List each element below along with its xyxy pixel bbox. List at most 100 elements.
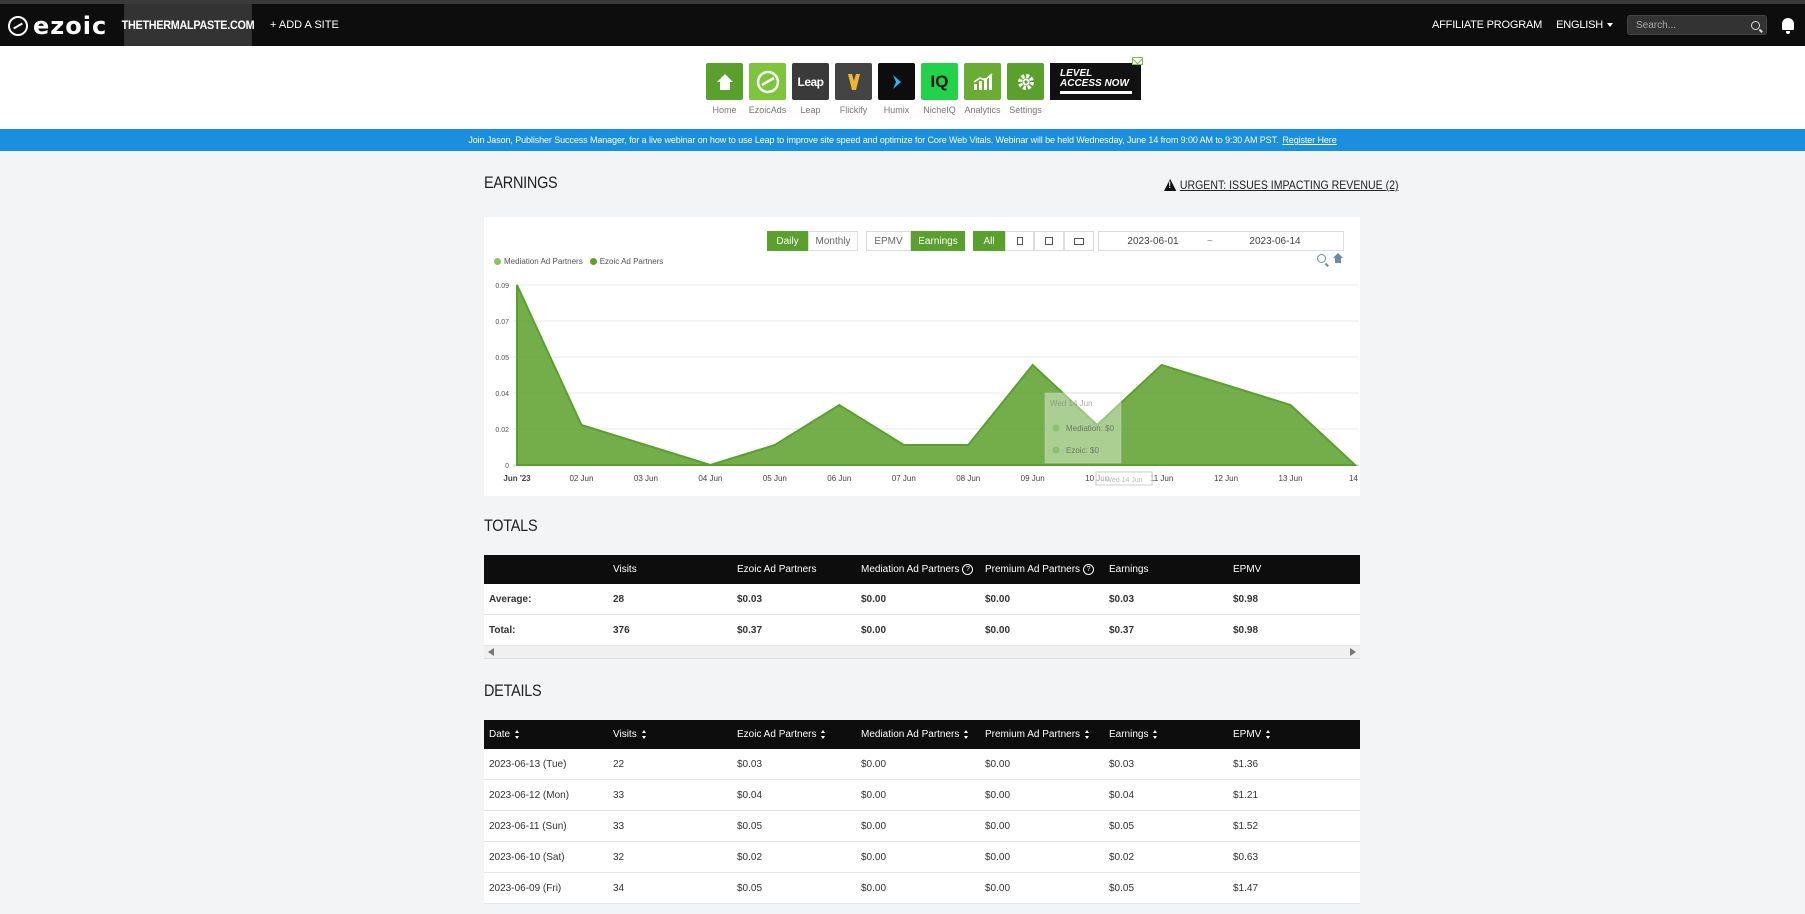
help-icon[interactable]: ? (962, 563, 974, 575)
app-home[interactable]: Home (703, 63, 746, 115)
app-label: Leap (800, 105, 821, 115)
app-settings[interactable]: Settings (1004, 63, 1047, 115)
search-icon[interactable] (1751, 20, 1760, 30)
mobile-button[interactable] (1005, 231, 1034, 251)
ezoic-logo[interactable]: ezoic (8, 12, 107, 40)
series-area-1[interactable] (516, 284, 1358, 467)
search-input[interactable]: Search... (1627, 15, 1767, 35)
epmv-button[interactable]: EPMV (866, 231, 911, 251)
desktop-button[interactable] (1064, 231, 1094, 251)
date-to[interactable]: 2023-06-14 (1249, 235, 1301, 247)
app-label: Flickify (839, 105, 868, 115)
scroll-left-icon[interactable] (488, 648, 494, 656)
x-tick-label: 12 Jun (1214, 474, 1238, 483)
header-label: Premium Ad Partners (985, 564, 1081, 576)
level-line-2: ACCESS NOW (1060, 78, 1129, 89)
table-row: 2023-06-09 (Fri) 34 $0.05 $0.00 $0.00 $0.05 $1… (484, 872, 1360, 904)
details-header-2[interactable]: Ezoic Ad Partners (732, 720, 856, 749)
webinar-banner: Join Jason, Publisher Success Manager, f… (0, 129, 1805, 151)
legend-ezoic[interactable]: Ezoic Ad Partners (599, 257, 664, 266)
header-label: Mediation Ad Partners (861, 729, 960, 740)
table-cell: $0.37 (732, 614, 856, 646)
mail-icon[interactable] (1132, 57, 1143, 65)
header-label: Visits (613, 564, 637, 575)
settings-icon (1007, 63, 1044, 100)
header-label: EPMV (1233, 729, 1262, 740)
date-range-picker[interactable]: 2023-06-01 ~ 2023-06-14 (1098, 231, 1344, 251)
details-header-3[interactable]: Mediation Ad Partners (856, 720, 980, 749)
language-label: ENGLISH (1556, 19, 1603, 31)
tablet-button[interactable] (1034, 231, 1064, 251)
tooltip-mediation: Mediation: $0 (1066, 424, 1115, 433)
app-label: Humix (883, 105, 910, 115)
header-label: Visits (613, 729, 637, 740)
chart-legend: Mediation Ad Partners Ezoic Ad Partners (494, 257, 663, 266)
earnings-button[interactable]: Earnings (911, 231, 965, 251)
sort-icon[interactable] (1085, 729, 1090, 739)
reset-zoom-home-icon[interactable] (1333, 253, 1343, 263)
site-tab[interactable]: THETHERMALPASTE.COM (122, 4, 255, 46)
table-cell: $0.03 (732, 749, 856, 780)
sort-icon[interactable] (821, 729, 826, 739)
tooltip-ezoic-dot (1052, 446, 1060, 454)
add-site-link[interactable]: + ADD A SITE (270, 19, 339, 31)
leap-icon: Leap (792, 63, 829, 100)
table-cell: 34 (608, 872, 732, 904)
app-analytics[interactable]: Analytics (961, 63, 1004, 115)
details-header-5[interactable]: Earnings (1104, 720, 1228, 749)
app-label: Analytics (964, 105, 1001, 115)
legend-mediation[interactable]: Mediation Ad Partners (504, 257, 583, 266)
sort-icon[interactable] (1266, 729, 1271, 739)
monthly-button[interactable]: Monthly (808, 231, 858, 251)
bell-icon[interactable] (1781, 16, 1795, 34)
urgent-issues-link[interactable]: URGENT: ISSUES IMPACTING REVENUE (2) (1164, 178, 1399, 192)
totals-horizontal-scrollbar[interactable] (484, 646, 1360, 659)
ezoic-logo-icon (8, 16, 28, 36)
totals-title: TOTALS (484, 516, 538, 535)
app-nicheiq[interactable]: IQ NicheIQ (918, 63, 961, 115)
warning-icon (1164, 179, 1177, 191)
app-flickify[interactable]: Flickify (832, 63, 875, 115)
details-header-0[interactable]: Date (484, 720, 608, 749)
earnings-area-chart[interactable]: 0 0.02 0.04 0.05 0.07 0.09 Jun '23 02 Jun 03 Jun… (484, 217, 1360, 496)
header-label: Earnings (1109, 564, 1149, 575)
details-header-6[interactable]: EPMV (1228, 720, 1360, 749)
table-cell: 22 (608, 749, 732, 780)
x-tick-label: 06 Jun (827, 474, 851, 483)
register-link[interactable]: Register Here (1282, 135, 1337, 145)
date-from[interactable]: 2023-06-01 (1127, 235, 1179, 247)
sort-icon[interactable] (964, 729, 969, 739)
zoom-icon[interactable] (1317, 254, 1326, 263)
app-humix[interactable]: Humix (875, 63, 918, 115)
table-cell: $0.00 (856, 749, 980, 780)
language-selector[interactable]: ENGLISH (1556, 19, 1613, 31)
app-ezoicads[interactable]: EzoicAds (746, 63, 789, 115)
table-cell: $0.00 (856, 841, 980, 873)
table-row: 2023-06-12 (Mon) 33 $0.04 $0.00 $0.00 $0.04 $1… (484, 779, 1360, 811)
daily-button[interactable]: Daily (767, 231, 808, 251)
totals-header-1: Visits (608, 555, 732, 584)
all-devices-button[interactable]: All (973, 231, 1005, 251)
urgent-text: URGENT: ISSUES IMPACTING REVENUE (2) (1179, 178, 1399, 192)
ezoicads-icon (749, 63, 786, 100)
help-icon[interactable]: ? (1083, 563, 1095, 575)
x-tick-label: 07 Jun (892, 474, 916, 483)
sort-icon[interactable] (641, 729, 647, 739)
scroll-right-icon[interactable] (1350, 648, 1356, 656)
sort-icon[interactable] (515, 729, 520, 739)
table-cell: $0.05 (1104, 810, 1228, 842)
table-cell: $0.98 (1228, 584, 1360, 615)
earnings-chart-card: Daily Monthly EPMV Earnings All 2023-06-… (484, 217, 1360, 496)
table-cell: Total: (484, 614, 608, 646)
sort-icon[interactable] (1153, 729, 1158, 739)
affiliate-program-link[interactable]: AFFILIATE PROGRAM (1432, 19, 1543, 31)
tablet-icon (1045, 237, 1053, 245)
header-label: EPMV (1233, 564, 1262, 575)
details-header-4[interactable]: Premium Ad Partners (980, 720, 1104, 749)
table-cell: Average: (484, 584, 608, 615)
table-cell: $0.00 (980, 841, 1104, 873)
level-access-now-button[interactable]: LEVEL ACCESS NOW (1050, 57, 1143, 100)
app-leap[interactable]: Leap Leap (789, 63, 832, 115)
details-header-1[interactable]: Visits (608, 720, 732, 749)
y-tick-label: 0.05 (495, 355, 509, 362)
